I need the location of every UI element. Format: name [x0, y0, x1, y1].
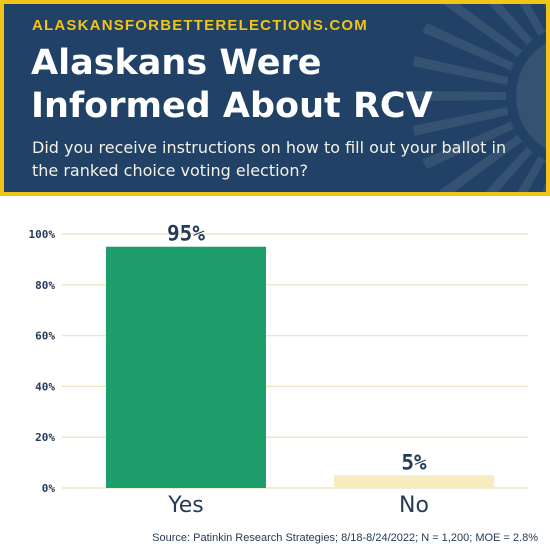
- sunburst-logo-icon: [410, 4, 546, 192]
- header-banner: ALASKANSFORBETTERELECTIONS.COM Alaskans …: [0, 0, 550, 196]
- survey-question: Did you receive instructions on how to f…: [32, 138, 507, 180]
- title-line-2: Informed About RCV: [31, 86, 433, 126]
- bar-chart: 0% 20% 40% 60% 80% 100% 95% Yes 5% No: [29, 222, 528, 518]
- sun-ray: [442, 4, 523, 57]
- sun-ray: [488, 4, 533, 46]
- y-tick-label: 40%: [35, 380, 55, 393]
- x-tick-label: No: [399, 493, 429, 518]
- site-url: ALASKANSFORBETTERELECTIONS.COM: [32, 17, 368, 34]
- source-note: Source: Patinkin Research Strategies; 8/…: [152, 532, 538, 544]
- y-tick-label: 80%: [35, 279, 55, 292]
- sun-ray: [422, 121, 514, 169]
- sun-ray: [542, 180, 546, 192]
- x-tick-label: Yes: [167, 493, 204, 518]
- sun-ray: [517, 156, 546, 192]
- bar-no: [334, 475, 494, 488]
- title-line-1: Alaskans Were: [31, 43, 322, 83]
- page-title: Alaskans Were Informed About RCV: [31, 42, 531, 128]
- sun-ray: [412, 56, 509, 85]
- y-tick-label: 20%: [35, 431, 55, 444]
- y-tick-label: 0%: [42, 482, 56, 495]
- sun-ray: [439, 135, 523, 192]
- sun-ray: [485, 146, 533, 192]
- y-tick-label: 60%: [35, 330, 55, 343]
- y-tick-label: 100%: [29, 228, 56, 241]
- bar-yes: [106, 246, 266, 488]
- data-label: 5%: [401, 450, 427, 474]
- sun-ray: [422, 23, 514, 71]
- sun-ray: [543, 4, 546, 12]
- sun-ray: [519, 4, 546, 36]
- data-label: 95%: [167, 222, 205, 246]
- sun-ray: [410, 90, 507, 102]
- sun-ray: [412, 107, 509, 136]
